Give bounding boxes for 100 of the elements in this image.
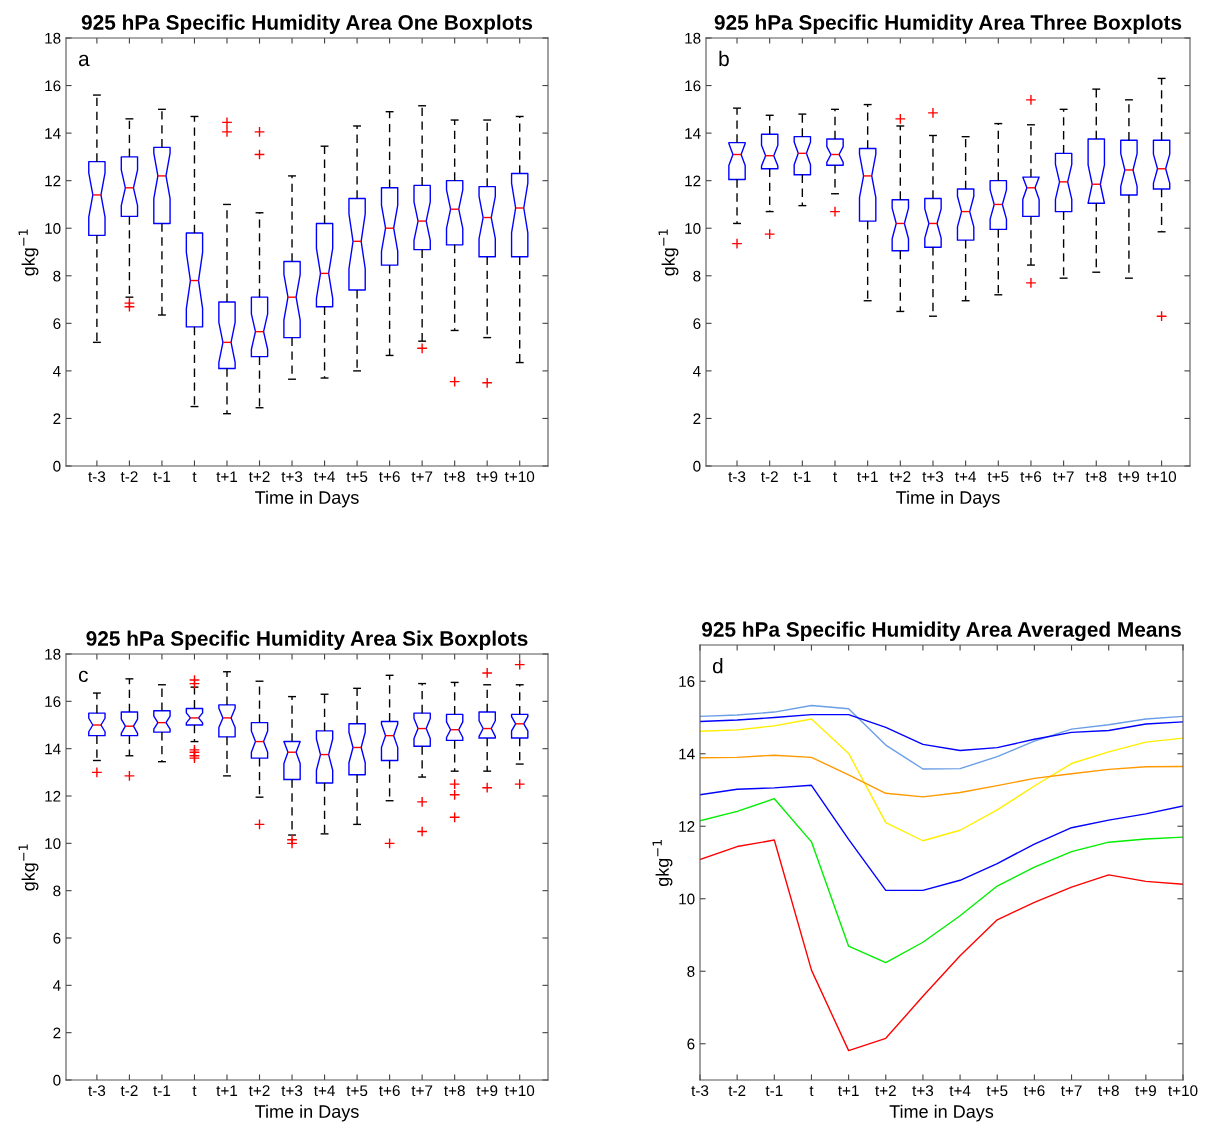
y-tick-label: 6	[687, 1038, 695, 1050]
x-tick-label: t	[192, 1086, 197, 1097]
y-tick-label: 2	[53, 413, 61, 424]
y-tick-label: 12	[679, 821, 695, 832]
x-tick-label: t-1	[793, 471, 811, 483]
x-tick-label: t+2	[875, 1085, 896, 1097]
y-tick-label: 12	[45, 175, 61, 187]
x-tick-label: t+2	[889, 471, 911, 483]
x-tick-label: t-3	[691, 1085, 709, 1097]
x-tick-label: t-1	[765, 1085, 783, 1097]
x-tick-label: t+3	[912, 1085, 934, 1097]
x-tick-label: t+7	[1053, 471, 1074, 483]
x-tick-label: t+3	[281, 471, 303, 483]
x-axis-title: Time in Days	[255, 490, 359, 508]
x-tick-label: t+6	[379, 1085, 400, 1097]
y-axis-title: gkg$^{−1}$	[652, 840, 673, 887]
annotation: b	[719, 50, 729, 67]
x-tick-label: t-1	[153, 471, 171, 483]
y-axis-title: gkg$^{−1}$	[658, 229, 679, 276]
x-tick-label: t+9	[1135, 1085, 1156, 1097]
x-tick-label: t+8	[1085, 471, 1107, 483]
y-tick-label: 0	[53, 460, 61, 472]
line-series	[700, 784, 1183, 892]
x-tick-label: t+8	[444, 471, 465, 483]
x-tick-label: t+5	[986, 1085, 1008, 1097]
x-tick-label: t+2	[248, 1085, 270, 1097]
x-tick-label: t-2	[120, 1085, 138, 1097]
y-tick-label: 10	[45, 838, 61, 850]
x-tick-label: t+4	[313, 1085, 335, 1097]
y-tick-label: 18	[45, 648, 61, 660]
chart-title: 925 hPa Specific Humidity Area One Boxplots	[81, 14, 533, 34]
x-tick-label: t+7	[411, 1085, 433, 1097]
y-tick-label: 2	[53, 1027, 61, 1039]
x-tick-label: t-1	[153, 1085, 171, 1097]
x-axis-title: Time in Days	[889, 1104, 994, 1122]
x-tick-label: t-3	[88, 471, 106, 483]
annotation: d	[712, 658, 723, 674]
x-tick-label: t+4	[313, 471, 335, 483]
x-tick-label: t-3	[728, 471, 746, 483]
y-tick-label: 18	[45, 32, 61, 44]
y-tick-label: 10	[45, 223, 61, 234]
x-tick-label: t+1	[216, 1085, 238, 1097]
x-tick-label: t+6	[1020, 471, 1042, 483]
x-tick-label: t+9	[476, 471, 498, 483]
y-tick-label: 6	[53, 318, 61, 330]
y-axis-title: gkg$^{−1}$	[18, 229, 39, 276]
x-tick-label: t+4	[955, 471, 977, 483]
line-series	[700, 718, 1183, 842]
line-series	[700, 713, 1183, 752]
y-tick-label: 14	[45, 743, 61, 755]
x-tick-label: t+10	[504, 471, 535, 483]
x-tick-label: t+7	[1060, 1085, 1082, 1097]
y-tick-label: 16	[679, 676, 695, 687]
x-tick-label: t+5	[987, 471, 1009, 483]
x-tick-label: t+7	[411, 471, 433, 483]
y-tick-label: 12	[45, 790, 61, 802]
y-tick-label: 8	[687, 966, 695, 977]
x-axis-title: Time in Days	[255, 1104, 359, 1122]
annotation: a	[78, 54, 90, 67]
chart-title: 925 hPa Specific Humidity Area Three Boxplots	[714, 14, 1182, 34]
y-tick-label: 18	[685, 32, 701, 44]
annotation: c	[78, 670, 88, 683]
y-tick-label: 8	[53, 885, 61, 897]
x-axis-title: Time in Days	[896, 490, 1000, 508]
chart-title: 925 hPa Specific Humidity Area Six Boxplots	[86, 630, 528, 650]
y-tick-label: 10	[679, 893, 695, 905]
y-tick-label: 14	[685, 128, 701, 139]
x-tick-label: t+10	[1146, 471, 1177, 483]
x-tick-label: t-2	[120, 471, 138, 483]
y-tick-label: 6	[693, 318, 701, 330]
chart-title: 925 hPa Specific Humidity Area Averaged Means	[701, 621, 1181, 642]
x-tick-label: t+6	[379, 471, 400, 483]
y-tick-label: 4	[52, 365, 61, 377]
line-series	[700, 704, 1183, 770]
x-tick-label: t-2	[761, 471, 778, 483]
y-tick-label: 0	[53, 1074, 61, 1086]
y-tick-label: 6	[53, 932, 61, 944]
y-tick-label: 8	[53, 270, 61, 282]
x-tick-label: t+1	[216, 471, 238, 483]
x-tick-label: t+9	[476, 1085, 498, 1097]
x-tick-label: t+1	[838, 1085, 859, 1097]
x-tick-label: t+9	[1118, 471, 1140, 483]
line-series	[700, 798, 1183, 964]
x-tick-label: t+2	[248, 471, 270, 483]
y-tick-label: 16	[685, 80, 701, 92]
y-axis-title: gkg$^{−1}$	[18, 844, 39, 891]
line-series	[700, 839, 1183, 1052]
y-tick-label: 14	[679, 748, 695, 760]
x-tick-label: t+5	[346, 1085, 368, 1097]
x-tick-label: t+3	[281, 1085, 303, 1097]
y-tick-label: 0	[693, 460, 701, 472]
x-tick-label: t+8	[444, 1085, 465, 1097]
x-tick-label: t+4	[949, 1085, 971, 1097]
y-tick-label: 16	[45, 696, 61, 708]
y-tick-label: 4	[52, 980, 61, 991]
y-tick-label: 14	[45, 128, 61, 139]
x-tick-label: t+5	[346, 471, 368, 483]
x-tick-label: t	[192, 472, 197, 483]
x-tick-label: t-3	[88, 1085, 106, 1097]
y-tick-label: 8	[693, 270, 701, 282]
